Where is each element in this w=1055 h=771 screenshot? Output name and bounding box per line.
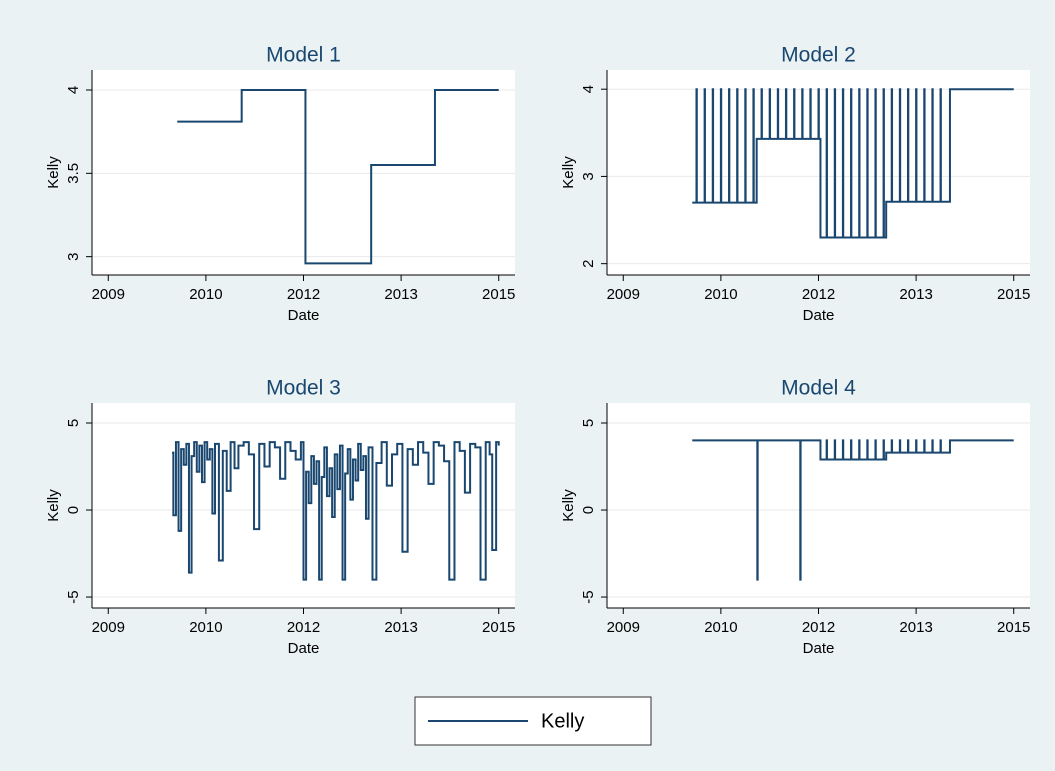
- x-tick-label: 2012: [802, 286, 835, 303]
- y-tick-label: -5: [580, 590, 597, 603]
- y-tick-label: 3: [65, 252, 82, 260]
- x-tick-label: 2013: [899, 619, 932, 636]
- x-axis-label: Date: [803, 640, 835, 657]
- x-tick-label: 2015: [997, 619, 1030, 636]
- y-axis-label: Kelly: [45, 156, 62, 189]
- y-tick-label: -5: [65, 590, 82, 603]
- x-axis-label: Date: [288, 640, 320, 657]
- x-axis-label: Date: [803, 307, 835, 324]
- y-tick-label: 3.5: [65, 163, 82, 184]
- x-tick-label: 2009: [92, 619, 125, 636]
- y-tick-label: 0: [65, 506, 82, 514]
- x-tick-label: 2013: [899, 286, 932, 303]
- y-tick-label: 0: [580, 506, 597, 514]
- x-tick-label: 2010: [704, 286, 737, 303]
- chart-title: Model 4: [781, 377, 856, 400]
- chart-title: Model 1: [266, 44, 341, 67]
- y-tick-label: 5: [580, 419, 597, 427]
- x-tick-label: 2013: [384, 619, 417, 636]
- data-line: [177, 89, 499, 265]
- data-line: [172, 441, 500, 581]
- x-tick-label: 2012: [802, 619, 835, 636]
- plot-area: [92, 70, 515, 275]
- y-tick-label: 4: [65, 86, 82, 94]
- y-tick-label: 2: [580, 259, 597, 267]
- x-tick-label: 2009: [607, 619, 640, 636]
- x-tick-label: 2010: [704, 619, 737, 636]
- y-axis-label: Kelly: [560, 489, 577, 522]
- x-tick-label: 2010: [189, 286, 222, 303]
- legend-label: Kelly: [541, 710, 584, 732]
- y-tick-label: 5: [65, 419, 82, 427]
- y-axis-label: Kelly: [560, 156, 577, 189]
- chart-title: Model 3: [266, 377, 341, 400]
- x-tick-label: 2010: [189, 619, 222, 636]
- x-tick-label: 2009: [607, 286, 640, 303]
- data-line: [692, 88, 1014, 239]
- x-tick-label: 2015: [482, 286, 515, 303]
- data-line: [692, 439, 1014, 581]
- x-tick-label: 2015: [482, 619, 515, 636]
- x-tick-label: 2012: [287, 286, 320, 303]
- chart-title: Model 2: [781, 44, 856, 67]
- y-axis-label: Kelly: [45, 489, 62, 522]
- x-tick-label: 2013: [384, 286, 417, 303]
- y-tick-label: 4: [580, 85, 597, 93]
- x-axis-label: Date: [288, 307, 320, 324]
- x-tick-label: 2012: [287, 619, 320, 636]
- y-tick-label: 3: [580, 172, 597, 180]
- x-tick-label: 2009: [92, 286, 125, 303]
- plot-area: [607, 403, 1030, 608]
- x-tick-label: 2015: [997, 286, 1030, 303]
